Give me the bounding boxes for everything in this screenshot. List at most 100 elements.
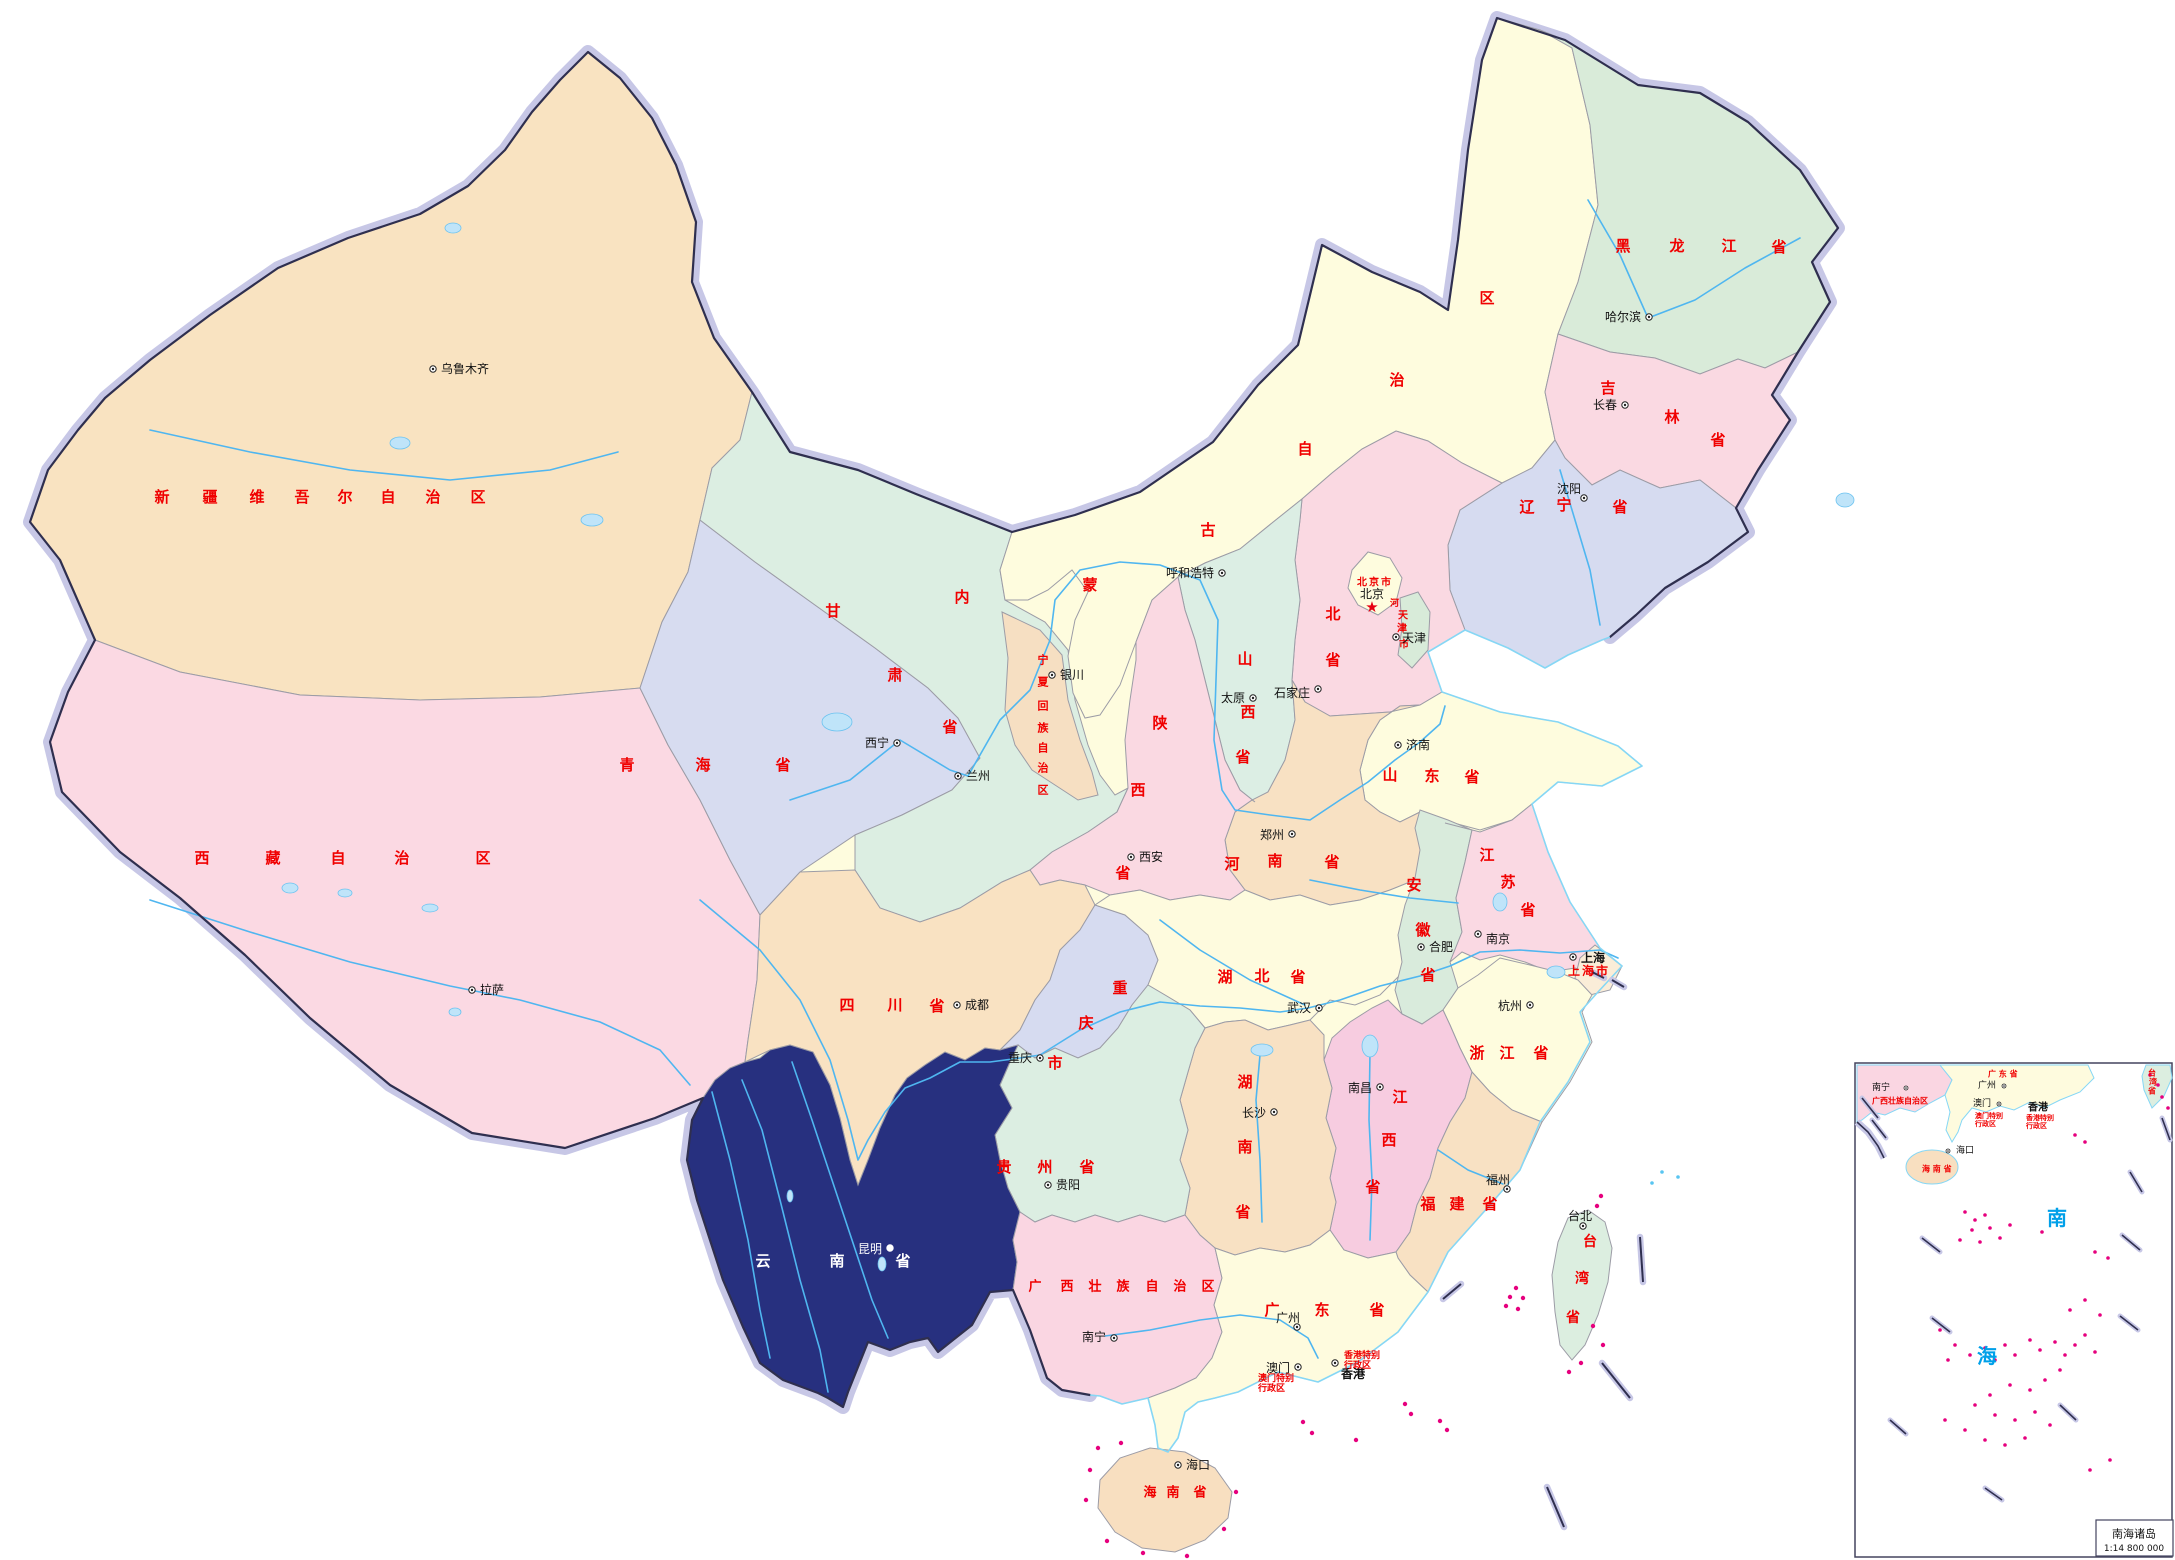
svg-text:东: 东 bbox=[1314, 1301, 1329, 1319]
svg-text:海: 海 bbox=[1143, 1485, 1156, 1501]
svg-text:青: 青 bbox=[619, 756, 634, 774]
svg-text:疆: 疆 bbox=[202, 488, 217, 506]
svg-text:自: 自 bbox=[1038, 741, 1049, 755]
city-广州: 广州 bbox=[1276, 1311, 1301, 1331]
province-hainan[interactable] bbox=[1097, 1447, 1233, 1553]
province-xinjiang[interactable] bbox=[29, 51, 753, 701]
svg-text:津: 津 bbox=[1397, 622, 1407, 635]
svg-text:行政区: 行政区 bbox=[1343, 1359, 1371, 1371]
svg-text:成都: 成都 bbox=[965, 998, 989, 1012]
svg-text:自: 自 bbox=[1297, 440, 1312, 458]
svg-text:海: 海 bbox=[1582, 963, 1594, 978]
inset-hainan bbox=[1905, 1149, 1959, 1185]
country-border-line bbox=[28, 16, 1840, 1409]
svg-text:市: 市 bbox=[1596, 963, 1608, 978]
svg-text:天津: 天津 bbox=[1402, 631, 1426, 645]
svg-text:族: 族 bbox=[1038, 721, 1050, 735]
province-tianjin[interactable] bbox=[1397, 591, 1431, 669]
svg-text:台北: 台北 bbox=[1568, 1208, 1592, 1223]
svg-text:石家庄: 石家庄 bbox=[1274, 685, 1310, 700]
svg-text:江: 江 bbox=[1721, 237, 1736, 255]
svg-text:省: 省 bbox=[1709, 431, 1725, 449]
svg-text:北: 北 bbox=[1325, 605, 1340, 623]
svg-text:省: 省 bbox=[1463, 768, 1479, 786]
svg-text:福: 福 bbox=[1419, 1195, 1435, 1213]
svg-text:建: 建 bbox=[1449, 1195, 1465, 1213]
city-福州: 福州 bbox=[1486, 1172, 1511, 1193]
svg-text:自: 自 bbox=[1145, 1279, 1158, 1295]
svg-text:香港特别: 香港特别 bbox=[2025, 1113, 2054, 1122]
svg-text:治: 治 bbox=[1389, 371, 1404, 389]
svg-text:江: 江 bbox=[1499, 1044, 1514, 1062]
svg-text:香港特别: 香港特别 bbox=[1343, 1349, 1380, 1361]
svg-text:武汉: 武汉 bbox=[1287, 1001, 1311, 1015]
city-台北: 台北 bbox=[1568, 1208, 1592, 1230]
svg-text:治: 治 bbox=[1038, 761, 1049, 775]
svg-text:辽: 辽 bbox=[1519, 498, 1534, 516]
svg-text:重: 重 bbox=[1112, 979, 1127, 997]
city-上海: 上海 bbox=[1569, 950, 1605, 965]
svg-text:银川: 银川 bbox=[1060, 668, 1084, 682]
svg-text:治: 治 bbox=[425, 488, 440, 506]
svg-text:肃: 肃 bbox=[887, 666, 902, 684]
city-南昌: 南昌 bbox=[1348, 1080, 1384, 1095]
inset-nine-dash bbox=[1859, 1095, 2173, 1503]
rivers bbox=[149, 199, 1801, 1393]
city-天津: 天津 bbox=[1392, 631, 1426, 645]
svg-text:南宁: 南宁 bbox=[1872, 1081, 1890, 1093]
svg-text:上: 上 bbox=[1568, 963, 1580, 978]
svg-text:自: 自 bbox=[380, 488, 395, 506]
huai-river bbox=[1309, 879, 1459, 904]
svg-text:合肥: 合肥 bbox=[1429, 939, 1453, 954]
city-重庆: 重庆 bbox=[1008, 1051, 1044, 1065]
svg-text:台: 台 bbox=[1583, 1233, 1597, 1250]
svg-text:★: ★ bbox=[1365, 598, 1378, 616]
svg-text:海: 海 bbox=[1977, 1344, 1997, 1368]
svg-text:省: 省 bbox=[1481, 1195, 1497, 1213]
province-beijing[interactable] bbox=[1347, 551, 1403, 616]
svg-text:族: 族 bbox=[1116, 1279, 1130, 1295]
pearl-river bbox=[1104, 1314, 1319, 1359]
svg-text:广州: 广州 bbox=[1276, 1311, 1300, 1325]
yangtze-river bbox=[699, 899, 1619, 1161]
svg-text:西: 西 bbox=[1130, 781, 1145, 799]
svg-text:西宁: 西宁 bbox=[865, 735, 889, 750]
svg-text:行政区: 行政区 bbox=[1257, 1382, 1285, 1394]
city-济南: 济南 bbox=[1394, 737, 1430, 752]
svg-text:沈阳: 沈阳 bbox=[1557, 481, 1581, 496]
svg-text:天: 天 bbox=[1398, 610, 1409, 622]
svg-text:湖: 湖 bbox=[1237, 1073, 1252, 1091]
svg-text:广 东 省: 广 东 省 bbox=[1988, 1069, 2018, 1079]
yarlung-tsangpo-river bbox=[149, 899, 691, 1086]
svg-text:海 南 省: 海 南 省 bbox=[1922, 1164, 1952, 1174]
svg-text:回: 回 bbox=[1038, 699, 1049, 713]
city-markers: 乌鲁木齐拉萨西宁兰州银川呼和浩特哈尔滨长春沈阳★北京天津石家庄太原济南郑州西安南… bbox=[429, 309, 1653, 1472]
city-武汉: 武汉 bbox=[1287, 1001, 1323, 1015]
svg-text:西: 西 bbox=[194, 849, 209, 867]
lancang-mekong-river bbox=[741, 1079, 829, 1393]
province-taiwan[interactable] bbox=[1551, 1209, 1613, 1361]
xiang-river bbox=[1255, 1054, 1263, 1223]
svg-text:浙: 浙 bbox=[1469, 1044, 1484, 1062]
svg-text:南: 南 bbox=[1267, 852, 1282, 870]
svg-text:省: 省 bbox=[774, 756, 790, 774]
city-长春: 长春 bbox=[1593, 398, 1629, 412]
province-ningxia[interactable] bbox=[1001, 611, 1099, 801]
inset-frame bbox=[1854, 1062, 2173, 1558]
city-西安: 西安 bbox=[1127, 849, 1163, 864]
svg-text:治: 治 bbox=[394, 849, 409, 867]
svg-text:北: 北 bbox=[1357, 576, 1367, 589]
jinsha-river bbox=[791, 1061, 889, 1339]
svg-text:省: 省 bbox=[928, 997, 944, 1015]
svg-text:河: 河 bbox=[1390, 597, 1399, 609]
inset-vietnam-border-line bbox=[1856, 1121, 1885, 1159]
svg-text:市: 市 bbox=[1047, 1054, 1062, 1072]
svg-text:东: 东 bbox=[1424, 767, 1439, 785]
svg-text:省: 省 bbox=[894, 1252, 910, 1270]
city-海口: 海口 bbox=[1174, 1457, 1210, 1472]
city-哈尔滨: 哈尔滨 bbox=[1605, 309, 1653, 324]
nine-dash-segments bbox=[1439, 968, 1647, 1531]
svg-text:香港: 香港 bbox=[1340, 1366, 1366, 1381]
